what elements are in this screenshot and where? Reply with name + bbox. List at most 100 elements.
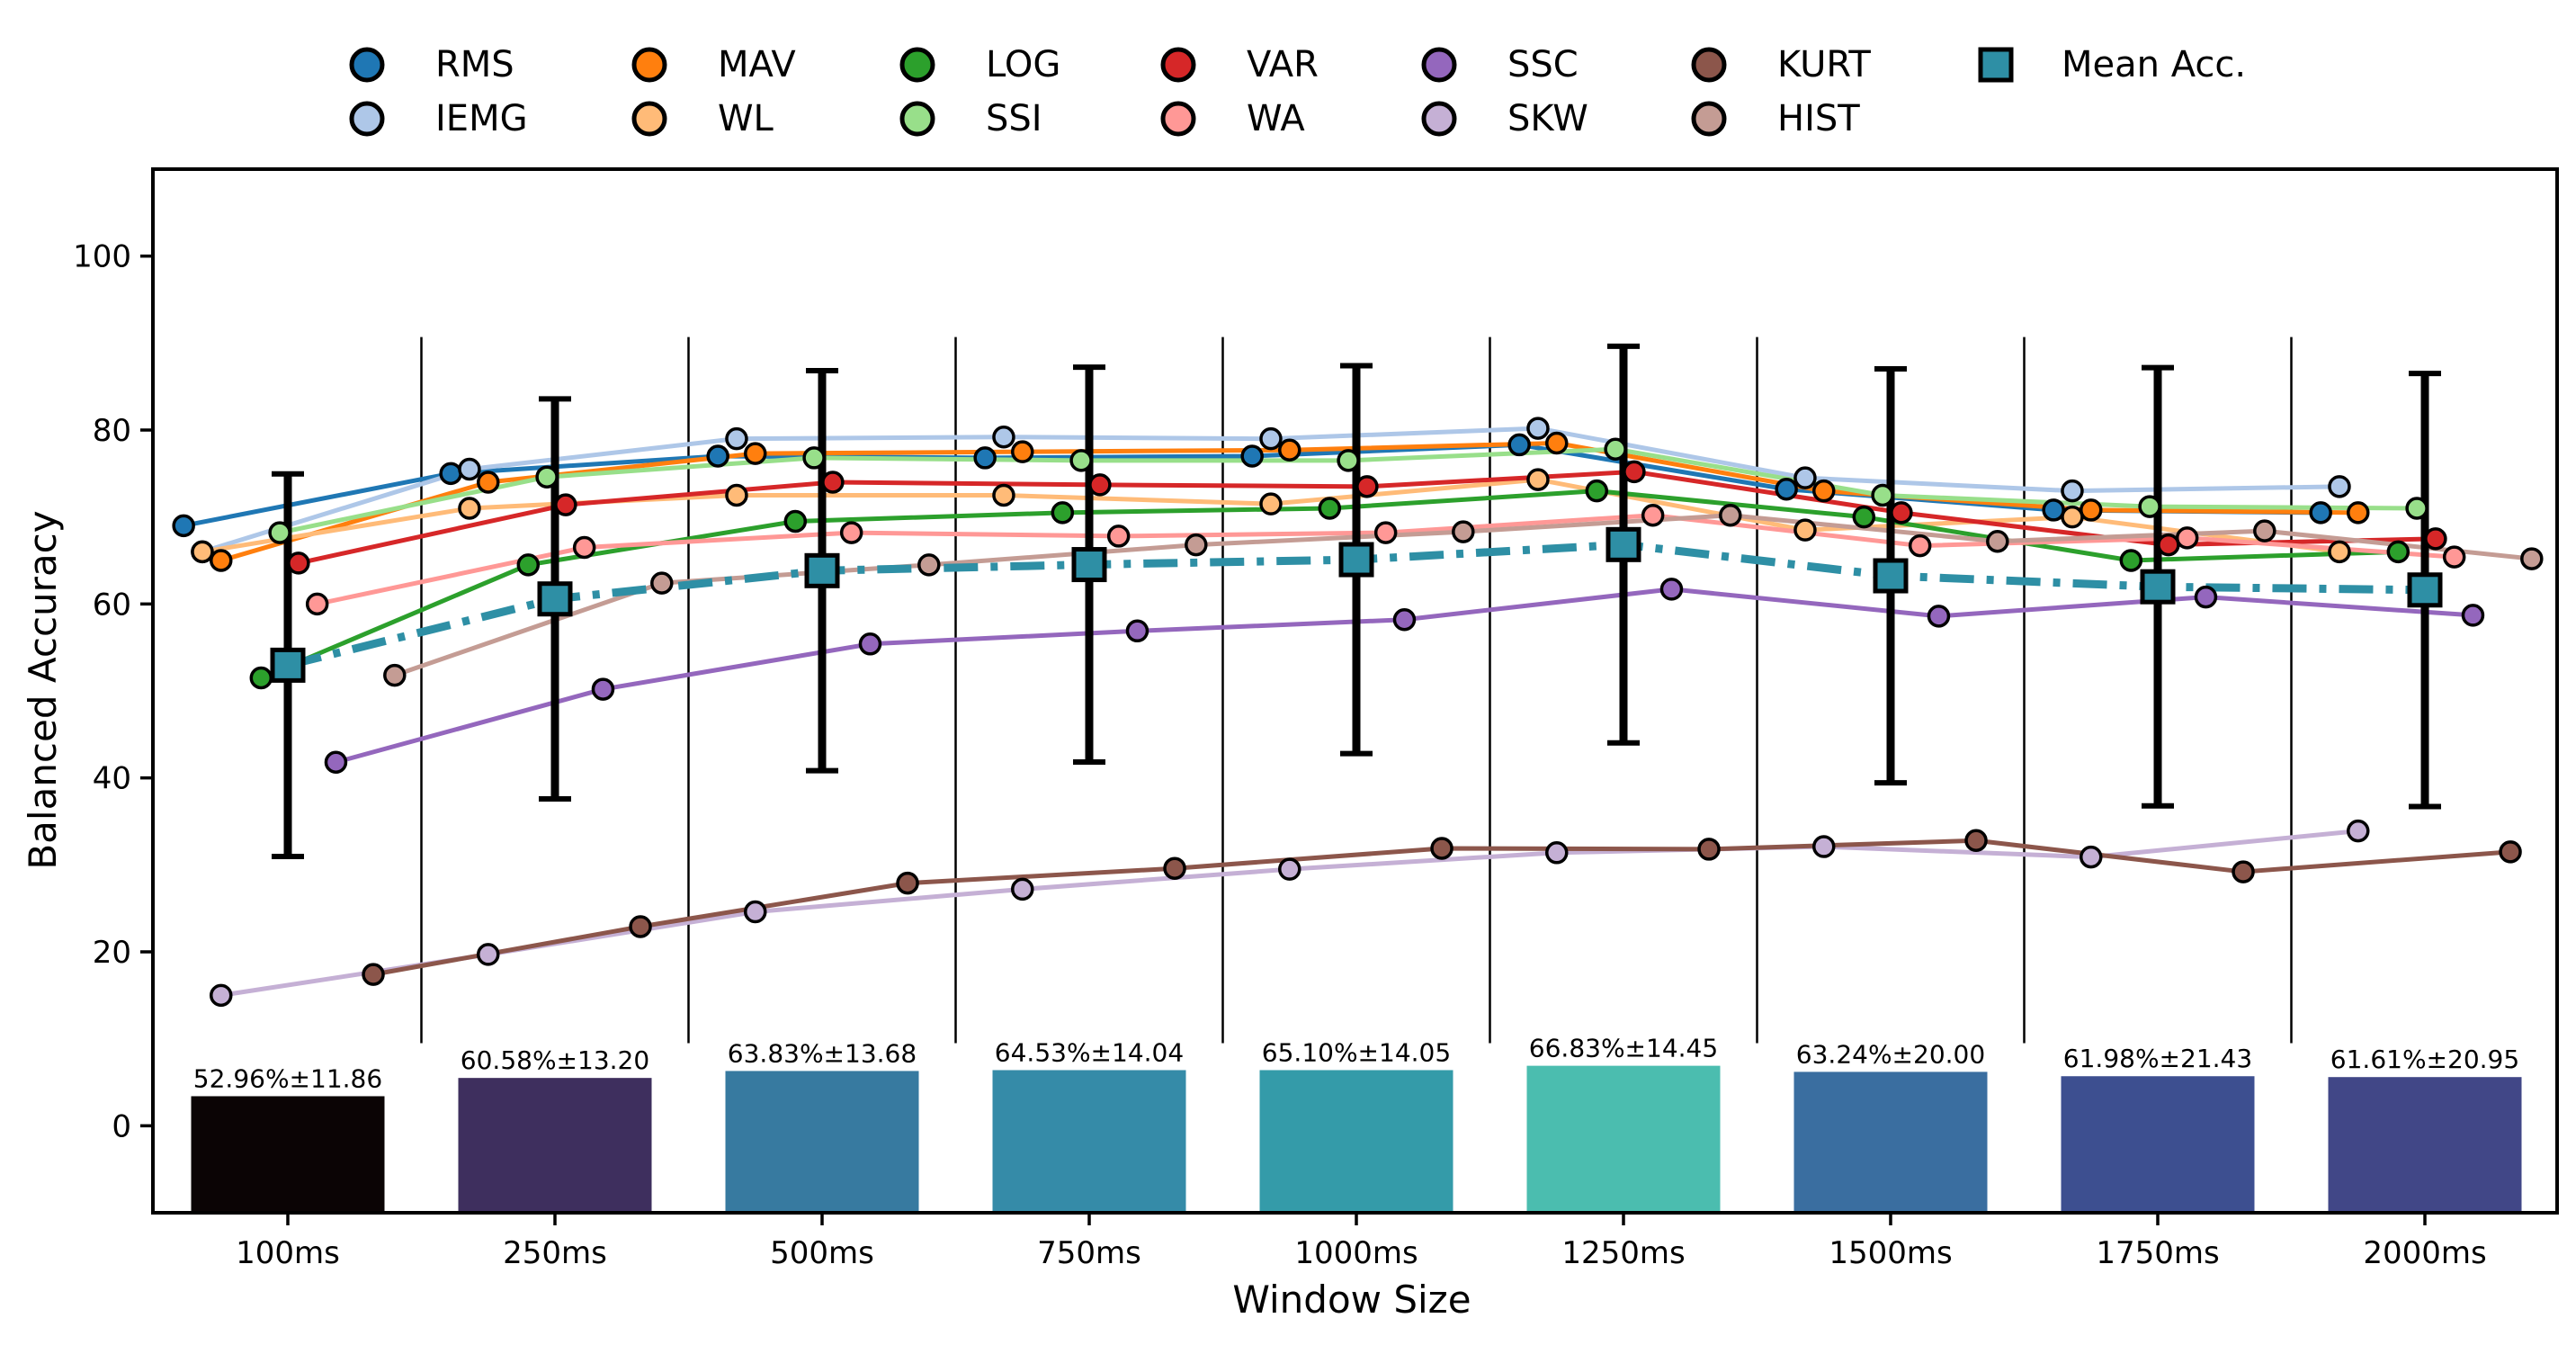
legend-label-wa: WA bbox=[1247, 98, 1305, 139]
point-ssc bbox=[1125, 619, 1149, 643]
y-tick-label: 0 bbox=[112, 1108, 131, 1144]
point-ssc bbox=[591, 677, 615, 701]
point-hist bbox=[383, 663, 407, 687]
point-mav bbox=[744, 442, 767, 465]
point-var bbox=[287, 551, 310, 575]
point-wl bbox=[2328, 540, 2351, 564]
point-skw bbox=[2347, 819, 2370, 843]
point-rms bbox=[706, 444, 729, 468]
point-ssc bbox=[1659, 578, 1684, 601]
mean-marker bbox=[1071, 547, 1107, 583]
legend-label-kurt: KURT bbox=[1777, 44, 1871, 85]
bar-value-label: 61.61%±20.95 bbox=[2330, 1045, 2519, 1074]
legend-label-ssc: SSC bbox=[1507, 44, 1579, 85]
legend-label-log: LOG bbox=[986, 44, 1060, 85]
point-ssi bbox=[802, 446, 826, 470]
bar-value-label: 66.83%±14.45 bbox=[1529, 1034, 1718, 1063]
legend-marker-skw bbox=[1421, 101, 1457, 137]
point-rms bbox=[1775, 477, 1798, 501]
point-log bbox=[249, 666, 273, 690]
point-rms bbox=[439, 462, 462, 486]
summary-bar bbox=[2061, 1076, 2255, 1213]
point-var bbox=[2157, 533, 2180, 557]
point-ssc bbox=[1392, 607, 1417, 632]
point-kurt bbox=[1163, 856, 1186, 880]
legend-marker-kurt bbox=[1691, 47, 1727, 83]
bar-value-label: 52.96%±11.86 bbox=[193, 1063, 382, 1093]
point-mav bbox=[1545, 431, 1569, 455]
point-ssi bbox=[1871, 483, 1894, 507]
legend-label-var: VAR bbox=[1247, 44, 1319, 85]
point-wa bbox=[1908, 534, 1932, 558]
point-ssi bbox=[1604, 437, 1627, 462]
point-ssc bbox=[858, 632, 882, 656]
point-log bbox=[1318, 497, 1342, 520]
legend-label-ssi: SSI bbox=[986, 98, 1042, 139]
point-ssc bbox=[2461, 604, 2485, 627]
bar-value-label: 65.10%±14.05 bbox=[1262, 1037, 1451, 1067]
summary-bar bbox=[191, 1096, 385, 1213]
mean-marker bbox=[804, 552, 840, 588]
point-ssi bbox=[268, 521, 291, 544]
point-log bbox=[1051, 501, 1075, 525]
point-skw bbox=[1278, 857, 1301, 881]
point-kurt bbox=[2232, 860, 2255, 883]
bar-value-label: 64.53%±14.04 bbox=[995, 1037, 1184, 1067]
point-skw bbox=[2080, 845, 2103, 869]
legend-label-rms: RMS bbox=[435, 44, 514, 85]
legend-label-iemg: IEMG bbox=[435, 98, 528, 139]
x-tick-label: 100ms bbox=[236, 1235, 340, 1271]
point-wa bbox=[1373, 521, 1398, 544]
y-tick-label: 40 bbox=[93, 761, 131, 797]
point-iemg bbox=[1259, 426, 1283, 451]
point-var bbox=[1355, 475, 1379, 498]
legend-label-skw: SKW bbox=[1507, 98, 1588, 139]
point-hist bbox=[1719, 503, 1742, 527]
summary-bar bbox=[458, 1078, 652, 1213]
point-iemg bbox=[992, 425, 1015, 449]
point-kurt bbox=[362, 963, 385, 986]
legend-marker-wa bbox=[1160, 101, 1196, 137]
point-hist bbox=[1986, 529, 2009, 553]
point-kurt bbox=[2499, 840, 2522, 864]
point-iemg bbox=[1526, 417, 1550, 440]
x-tick-label: 750ms bbox=[1037, 1235, 1141, 1271]
point-ssc bbox=[2194, 585, 2218, 609]
y-tick-label: 60 bbox=[93, 587, 131, 623]
point-mav bbox=[1812, 479, 1836, 503]
summary-bar bbox=[2328, 1077, 2522, 1213]
point-mav bbox=[477, 471, 500, 494]
point-hist bbox=[1452, 520, 1475, 543]
point-rms bbox=[2309, 501, 2332, 525]
mean-marker bbox=[270, 647, 306, 683]
x-tick-label: 250ms bbox=[503, 1235, 607, 1271]
point-wa bbox=[839, 521, 863, 544]
legend-marker-log bbox=[899, 47, 935, 83]
point-ssi bbox=[535, 465, 559, 489]
y-tick-label: 80 bbox=[93, 413, 131, 449]
point-skw bbox=[210, 983, 233, 1008]
plot-area: 52.96%±11.86 60.58%±13.20 63.83%±13.68 64.5… bbox=[73, 167, 2559, 1271]
point-rms bbox=[973, 446, 997, 470]
point-wl bbox=[458, 497, 481, 520]
x-tick-label: 1250ms bbox=[1561, 1235, 1685, 1271]
legend-label-mean: Mean Acc. bbox=[2062, 44, 2246, 85]
point-wa bbox=[2442, 545, 2466, 569]
point-rms bbox=[172, 514, 195, 538]
point-var bbox=[1890, 501, 1913, 525]
x-tick-label: 500ms bbox=[770, 1235, 874, 1271]
point-kurt bbox=[1430, 837, 1453, 860]
point-rms bbox=[2042, 498, 2065, 522]
legend-marker-hist bbox=[1691, 101, 1727, 137]
bar-value-label: 60.58%±13.20 bbox=[461, 1045, 649, 1075]
point-rms bbox=[1507, 433, 1531, 457]
mean-marker bbox=[1606, 526, 1641, 562]
summary-bar bbox=[1259, 1070, 1453, 1213]
point-ssc bbox=[324, 750, 348, 775]
bar-value-label: 63.83%±13.68 bbox=[728, 1038, 917, 1068]
point-hist bbox=[1185, 533, 1208, 557]
point-hist bbox=[650, 571, 674, 595]
point-mav bbox=[2080, 498, 2103, 522]
